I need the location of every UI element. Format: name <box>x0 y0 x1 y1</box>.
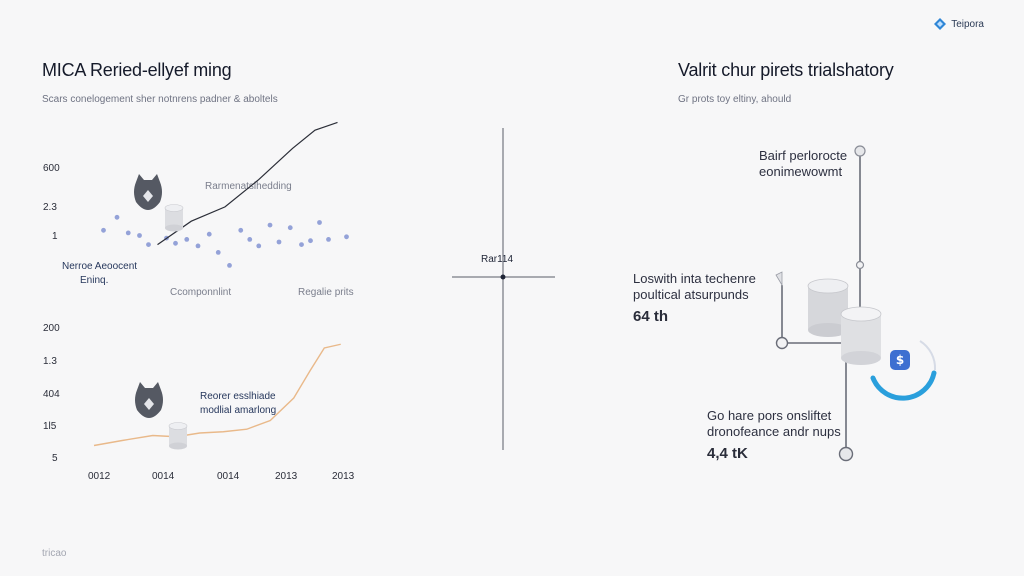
scatter-point <box>227 263 232 268</box>
node1-label-line2: eonimewowmt <box>759 164 843 179</box>
chart1-ytick-2: 1 <box>52 231 58 242</box>
chart2-xtick-0: 0012 <box>88 471 111 482</box>
chart2-ytick-1: 1.3 <box>43 356 57 367</box>
left-subtitle: Scars conelogement sher notnrens padner … <box>42 94 278 105</box>
scatter-point <box>137 233 142 238</box>
chart2-annotation-2: modlial amarlong <box>200 405 277 416</box>
chart2-ytick-2: 404 <box>43 389 60 400</box>
crosshair-label: Rar114 <box>481 254 514 265</box>
node3-label-line2: dronofeance andr nups <box>707 424 841 439</box>
right-subtitle: Gr prots toy eltiny, ahould <box>678 94 792 105</box>
scatter-point <box>238 227 244 233</box>
chart1-ytick-0: 600 <box>43 163 60 174</box>
node-handle-mid[interactable] <box>855 260 865 270</box>
chart2-xtick-3: 2013 <box>275 471 298 482</box>
scatter-point <box>215 250 221 255</box>
chart2-annotation-1: Reorer esslhiade <box>200 391 276 402</box>
footer-label: tricao <box>42 548 67 559</box>
node2-label-line1: Loswith inta techenre <box>633 271 756 286</box>
chart1-note-2: Regalie prits <box>298 287 354 298</box>
right-title: Valrit chur pirets trialshatory <box>678 60 894 80</box>
scatter-point <box>276 239 282 245</box>
scatter-point <box>299 242 304 248</box>
scatter-point <box>344 234 349 240</box>
scatter-point <box>125 230 131 236</box>
cat-robot-icon <box>135 382 163 418</box>
chart2-xtick-1: 0014 <box>152 471 175 482</box>
scatter-point <box>206 231 212 237</box>
scatter-point <box>114 214 120 220</box>
chart1-ytick-1: 2.3 <box>43 202 57 213</box>
chart1-line-label: Rarmenatslhedding <box>205 181 292 192</box>
scatter-point <box>173 240 178 246</box>
brand[interactable]: Teipora <box>934 18 984 30</box>
scatter-point <box>308 238 313 244</box>
chart2-ytick-3: 1l5 <box>43 421 57 432</box>
cylinder-icon <box>164 204 184 232</box>
node-handle-left[interactable] <box>775 336 789 350</box>
cat-robot-icon <box>134 174 162 210</box>
chart2-xtick-2: 0014 <box>217 471 240 482</box>
chart1-annotation-2: Eninq. <box>80 275 109 286</box>
scatter-point <box>101 227 106 233</box>
chart2-ytick-4: 5 <box>52 453 58 464</box>
chart2-xtick-4: 2013 <box>332 471 355 482</box>
trend-line <box>157 121 338 246</box>
series-line <box>93 343 341 447</box>
node1-label-line1: Bairf perlorocte <box>759 148 848 163</box>
scatter-point <box>247 237 253 242</box>
scatter-point <box>184 237 190 242</box>
node3-value: 4,4 tK <box>707 445 748 462</box>
node2-value: 64 th <box>633 308 669 325</box>
brand-name: Teipora <box>951 18 984 30</box>
scatter-point <box>267 222 273 228</box>
crosshair-point <box>500 274 506 280</box>
status-ring <box>870 340 937 401</box>
chart2 <box>93 343 341 447</box>
scatter-point <box>326 237 331 242</box>
chart1-note-1: Ccomponnlint <box>170 287 232 298</box>
scatter-point <box>317 220 322 225</box>
node3-label-line1: Go hare pors onsliftet <box>707 408 832 423</box>
scatter-point <box>287 225 293 231</box>
flag-marker-icon <box>775 271 783 287</box>
chart2-ytick-0: 200 <box>43 323 60 334</box>
scatter-point <box>146 242 151 248</box>
node-handle-top[interactable] <box>854 145 866 157</box>
connector-diagram <box>781 152 861 454</box>
dollar-badge-icon: $ <box>890 350 910 370</box>
node2-label-line2: poultical atsurpunds <box>633 287 749 302</box>
cylinder-icon <box>840 306 882 365</box>
scatter-point <box>195 243 201 249</box>
cylinder-icon <box>168 422 188 450</box>
brand-logo-icon <box>934 18 947 30</box>
left-title: MICA Reried-ellyef ming <box>42 60 232 80</box>
scatter-point <box>256 243 262 249</box>
chart1 <box>101 121 349 268</box>
chart1-annotation-1: Nerroe Aeoocent <box>62 261 138 272</box>
svg-text:$: $ <box>896 353 904 367</box>
node-handle-bottom[interactable] <box>838 446 854 462</box>
